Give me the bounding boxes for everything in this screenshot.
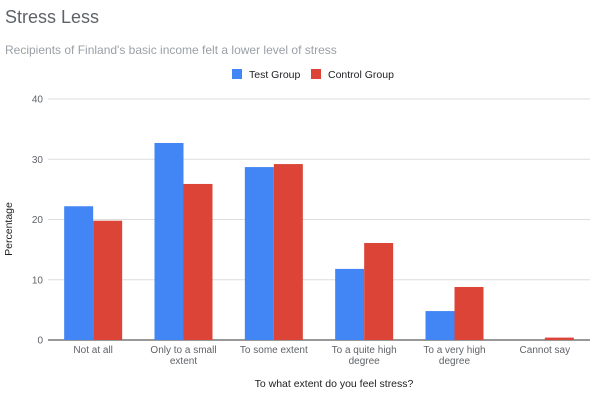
- legend-swatch: [232, 69, 242, 79]
- x-tick-label: To some extent: [240, 345, 308, 356]
- x-tick-label-line: Cannot say: [520, 345, 571, 356]
- bar-control-group: [454, 286, 484, 340]
- x-tick-label: Not at all: [73, 345, 112, 356]
- chart-title: Stress Less: [5, 7, 100, 27]
- x-tick-label-line: Only to a small: [150, 345, 216, 356]
- y-tick-label: 30: [32, 155, 44, 166]
- y-tick-label: 40: [32, 95, 44, 106]
- chart-subtitle: Recipients of Finland's basic income fel…: [5, 43, 337, 57]
- x-tick-label: Only to a small extent: [150, 345, 216, 367]
- bar-control-group: [364, 242, 394, 340]
- bar-test-group: [335, 268, 365, 340]
- bar-control-group: [183, 183, 213, 340]
- bars: [64, 142, 574, 340]
- x-tick-label-line: To a quite high: [332, 345, 397, 356]
- x-axis-title: To what extent do you feel stress?: [255, 378, 414, 390]
- x-tick-label-line: extent: [170, 356, 197, 367]
- x-tick-label-line: To a very high: [423, 345, 485, 356]
- y-tick-label: 20: [32, 215, 44, 226]
- gridlines: [48, 98, 590, 341]
- x-tick-label-line: To some extent: [240, 345, 308, 356]
- legend-label: Test Group: [249, 69, 301, 81]
- y-axis-title: Percentage: [3, 202, 15, 256]
- bar-test-group: [244, 167, 274, 340]
- bar-test-group: [64, 206, 94, 340]
- bar-control-group: [93, 220, 123, 340]
- x-tick-label: To a quite high degree: [332, 345, 397, 367]
- bar-control-group: [544, 337, 574, 340]
- y-tick-label: 10: [32, 275, 44, 286]
- bar-control-group: [273, 164, 303, 340]
- x-tick-label: To a very high degree: [423, 345, 485, 367]
- x-tick-label: Cannot say: [520, 345, 571, 356]
- y-axis-ticks: 0 10 20 30 40: [32, 95, 44, 347]
- y-tick-label: 0: [37, 336, 43, 347]
- legend-label: Control Group: [328, 69, 394, 81]
- x-axis-ticks: Not at all Only to a small extent To some e…: [73, 345, 570, 367]
- x-tick-label-line: degree: [349, 356, 381, 367]
- legend: Test Group Control Group: [232, 69, 394, 81]
- bar-test-group: [154, 142, 184, 340]
- bar-test-group: [425, 311, 455, 340]
- x-tick-label-line: Not at all: [73, 345, 112, 356]
- legend-swatch: [311, 69, 321, 79]
- x-tick-label-line: degree: [439, 356, 471, 367]
